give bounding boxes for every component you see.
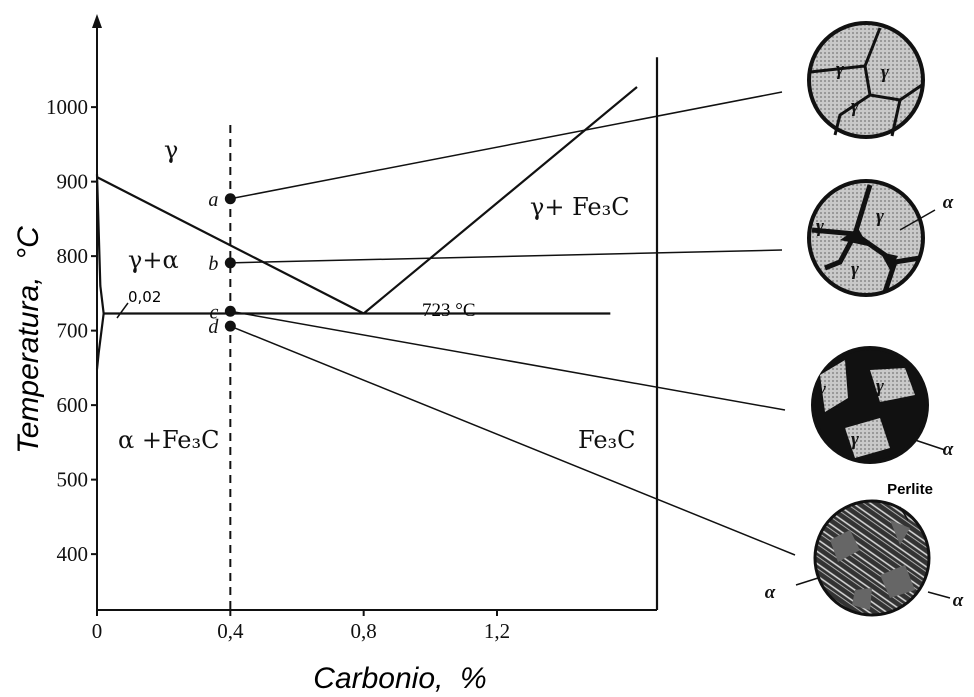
y-tick-label: 900 [57, 170, 89, 194]
point [224, 193, 236, 205]
y-tick-label: 600 [57, 393, 89, 417]
micrograph-label: γ [851, 96, 859, 117]
micrograph [811, 346, 946, 464]
micrograph-label: γ [816, 216, 824, 237]
point-label: b [208, 253, 218, 275]
x-axis-title: Carbonio, % [313, 662, 486, 695]
y-tick-label: 1000 [46, 95, 88, 119]
micrograph-label: Perlite [887, 481, 933, 498]
micrograph-label: α [943, 192, 954, 213]
micrograph-label: α [953, 590, 964, 611]
point-label: a [208, 189, 218, 211]
micrograph-label: α [765, 582, 776, 603]
x-tick-label: 1,2 [484, 619, 510, 643]
x-tick-label: 0 [92, 619, 103, 643]
micrograph-label: γ [851, 259, 859, 280]
micrograph-label: γ [876, 376, 884, 397]
micrograph-label: γ [818, 379, 826, 400]
point-label: d [208, 316, 219, 338]
point [224, 320, 236, 332]
y-tick-label: 800 [57, 244, 89, 268]
micrograph-label: α [943, 439, 954, 460]
point-label: c [209, 301, 218, 323]
connector [230, 310, 786, 411]
x-tick-label: 0,4 [217, 619, 244, 643]
micrograph [795, 499, 951, 617]
y-tick-label: 400 [57, 542, 89, 566]
phase-boundary [362, 86, 638, 315]
temperature-label: 723 °C [422, 300, 476, 321]
region-label: Fe₃C [578, 426, 636, 454]
leader-line [116, 302, 129, 319]
connector [230, 325, 796, 556]
connector [230, 91, 783, 200]
y-tick-label: 700 [57, 319, 89, 343]
phase-boundary [95, 174, 105, 314]
axis-arrow [92, 14, 102, 28]
point [224, 257, 236, 269]
micrograph [807, 21, 925, 139]
connector [230, 249, 783, 264]
micrograph [807, 179, 936, 297]
y-tick-label: 500 [57, 468, 89, 492]
x-tick-label: 0,8 [351, 619, 377, 643]
composition-label: 0,02 [128, 288, 161, 306]
micrograph-label: γ [851, 429, 859, 450]
region-label: γ+α [128, 246, 179, 274]
region-label: γ [164, 136, 178, 164]
y-axis-title: Temperatura, °C [12, 226, 45, 454]
micrograph-label: γ [836, 59, 844, 80]
phase-boundary [96, 176, 365, 315]
micrograph-label: γ [876, 206, 884, 227]
region-label: γ+ Fe₃C [530, 193, 630, 221]
point [224, 305, 236, 317]
micrograph-label: γ [881, 62, 889, 83]
phase-boundary [95, 313, 105, 370]
region-label: α +Fe₃C [118, 426, 219, 454]
